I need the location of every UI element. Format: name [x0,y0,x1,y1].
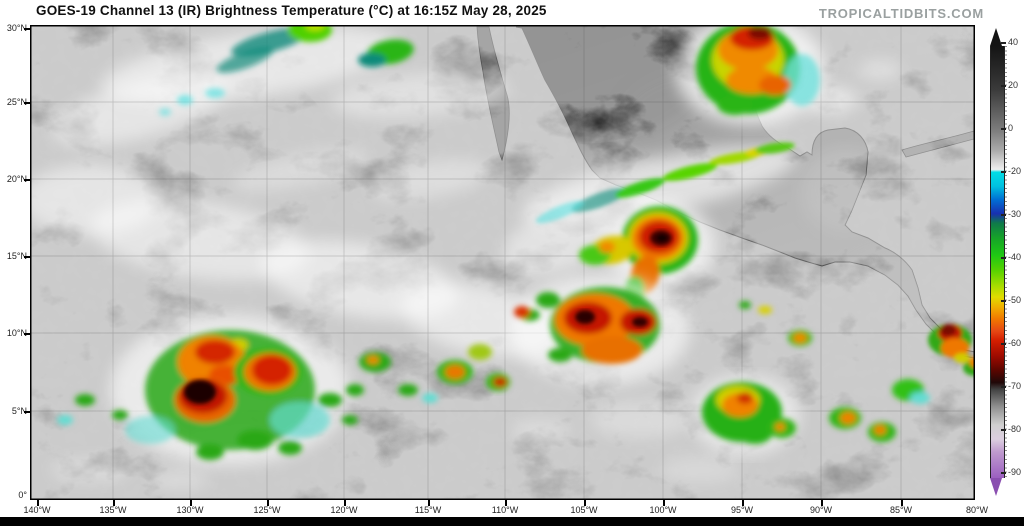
colorbar-label-m60: -60 [1008,338,1022,348]
lon-tick [428,500,430,506]
colorbar-label-m70: -70 [1008,381,1022,391]
lat-label-25n: 25°N [6,97,27,107]
colorbar-minor-ticks [1004,46,1007,478]
lon-tick [584,500,586,506]
lon-tick [267,500,269,506]
colorbar-major-tick [1001,257,1006,259]
lon-label-100w: 100°W [649,505,677,515]
lon-tick [37,500,39,506]
lat-label-20n: 20°N [6,174,27,184]
lon-tick [344,500,346,506]
map-border-frame [30,25,975,500]
satellite-map [20,15,987,500]
lon-label-140w: 140°W [23,505,51,515]
lat-tick [24,333,30,335]
lat-tick [24,411,30,413]
lat-tick [24,256,30,258]
lat-tick [24,28,30,30]
colorbar-label-m30: -30 [1008,209,1022,219]
colorbar-major-tick [1001,300,1006,302]
lon-label-135w: 135°W [99,505,127,515]
colorbar-label-m40: -40 [1008,252,1022,262]
lon-tick [821,500,823,506]
satellite-ir-image [20,15,987,500]
colorbar-major-tick [1001,85,1006,87]
lon-label-90w: 90°W [809,505,833,515]
lon-label-115w: 115°W [414,505,442,515]
lon-tick [190,500,192,506]
convection-mexico-offshore-cell [579,200,715,304]
colorbar-cold-arrow [990,478,1002,496]
lon-label-85w: 85°W [889,505,913,515]
colorbar-label-m50: -50 [1008,295,1022,305]
colorbar-major-tick [1001,128,1006,130]
lon-tick [742,500,744,506]
colorbar-gradient [990,46,1005,478]
convection-itcz-east-cluster [690,301,930,455]
convection-central-cluster [437,275,690,391]
colorbar-major-tick [1001,343,1006,345]
lon-label-125w: 125°W [253,505,281,515]
lat-label-30n: 30°N [6,23,27,33]
colorbar-major-tick [1001,386,1006,388]
lon-tick [901,500,903,506]
lat-label-15n: 15°N [6,251,27,261]
colorbar-label-0: 0 [1008,123,1014,133]
colorbar-major-tick [1001,42,1006,44]
colorbar-label-m90: -90 [1008,467,1022,477]
colorbar-label-m20: -20 [1008,166,1022,176]
lon-label-130w: 130°W [176,505,204,515]
convection-gulf-cell [675,15,825,125]
lon-label-110w: 110°W [491,505,519,515]
colorbar-label-20: 20 [1008,80,1019,90]
colorbar-major-tick [1001,429,1006,431]
lat-label-10n: 10°N [6,328,27,338]
tropicaltidbits-watermark: TROPICALTIDBITS.COM [818,6,984,21]
colorbar-warm-arrow [990,28,1002,46]
bottom-letterbox-bar [0,517,1024,526]
lon-tick [663,500,665,506]
lat-label-0: 0° [18,490,27,500]
convection-coast-streak [535,142,795,224]
lat-tick [24,102,30,104]
colorbar-label-m80: -80 [1008,424,1022,434]
lon-label-95w: 95°W [730,505,754,515]
colorbar-major-tick [1001,472,1006,474]
colorbar-label-40: 40 [1008,37,1019,47]
convection-midlow-specks [342,352,438,425]
colorbar-major-tick [1001,171,1006,173]
lon-label-105w: 105°W [570,505,598,515]
convection-itcz-west-cluster [57,315,364,465]
image-title: GOES-19 Channel 13 (IR) Brightness Tempe… [36,3,547,18]
lat-tick [24,179,30,181]
lon-label-80w: 80°W [965,505,989,515]
lat-label-5n: 5°N [11,406,27,416]
lon-tick [505,500,507,506]
lon-label-120w: 120°W [330,505,358,515]
lon-tick [113,500,115,506]
colorbar-major-tick [1001,214,1006,216]
